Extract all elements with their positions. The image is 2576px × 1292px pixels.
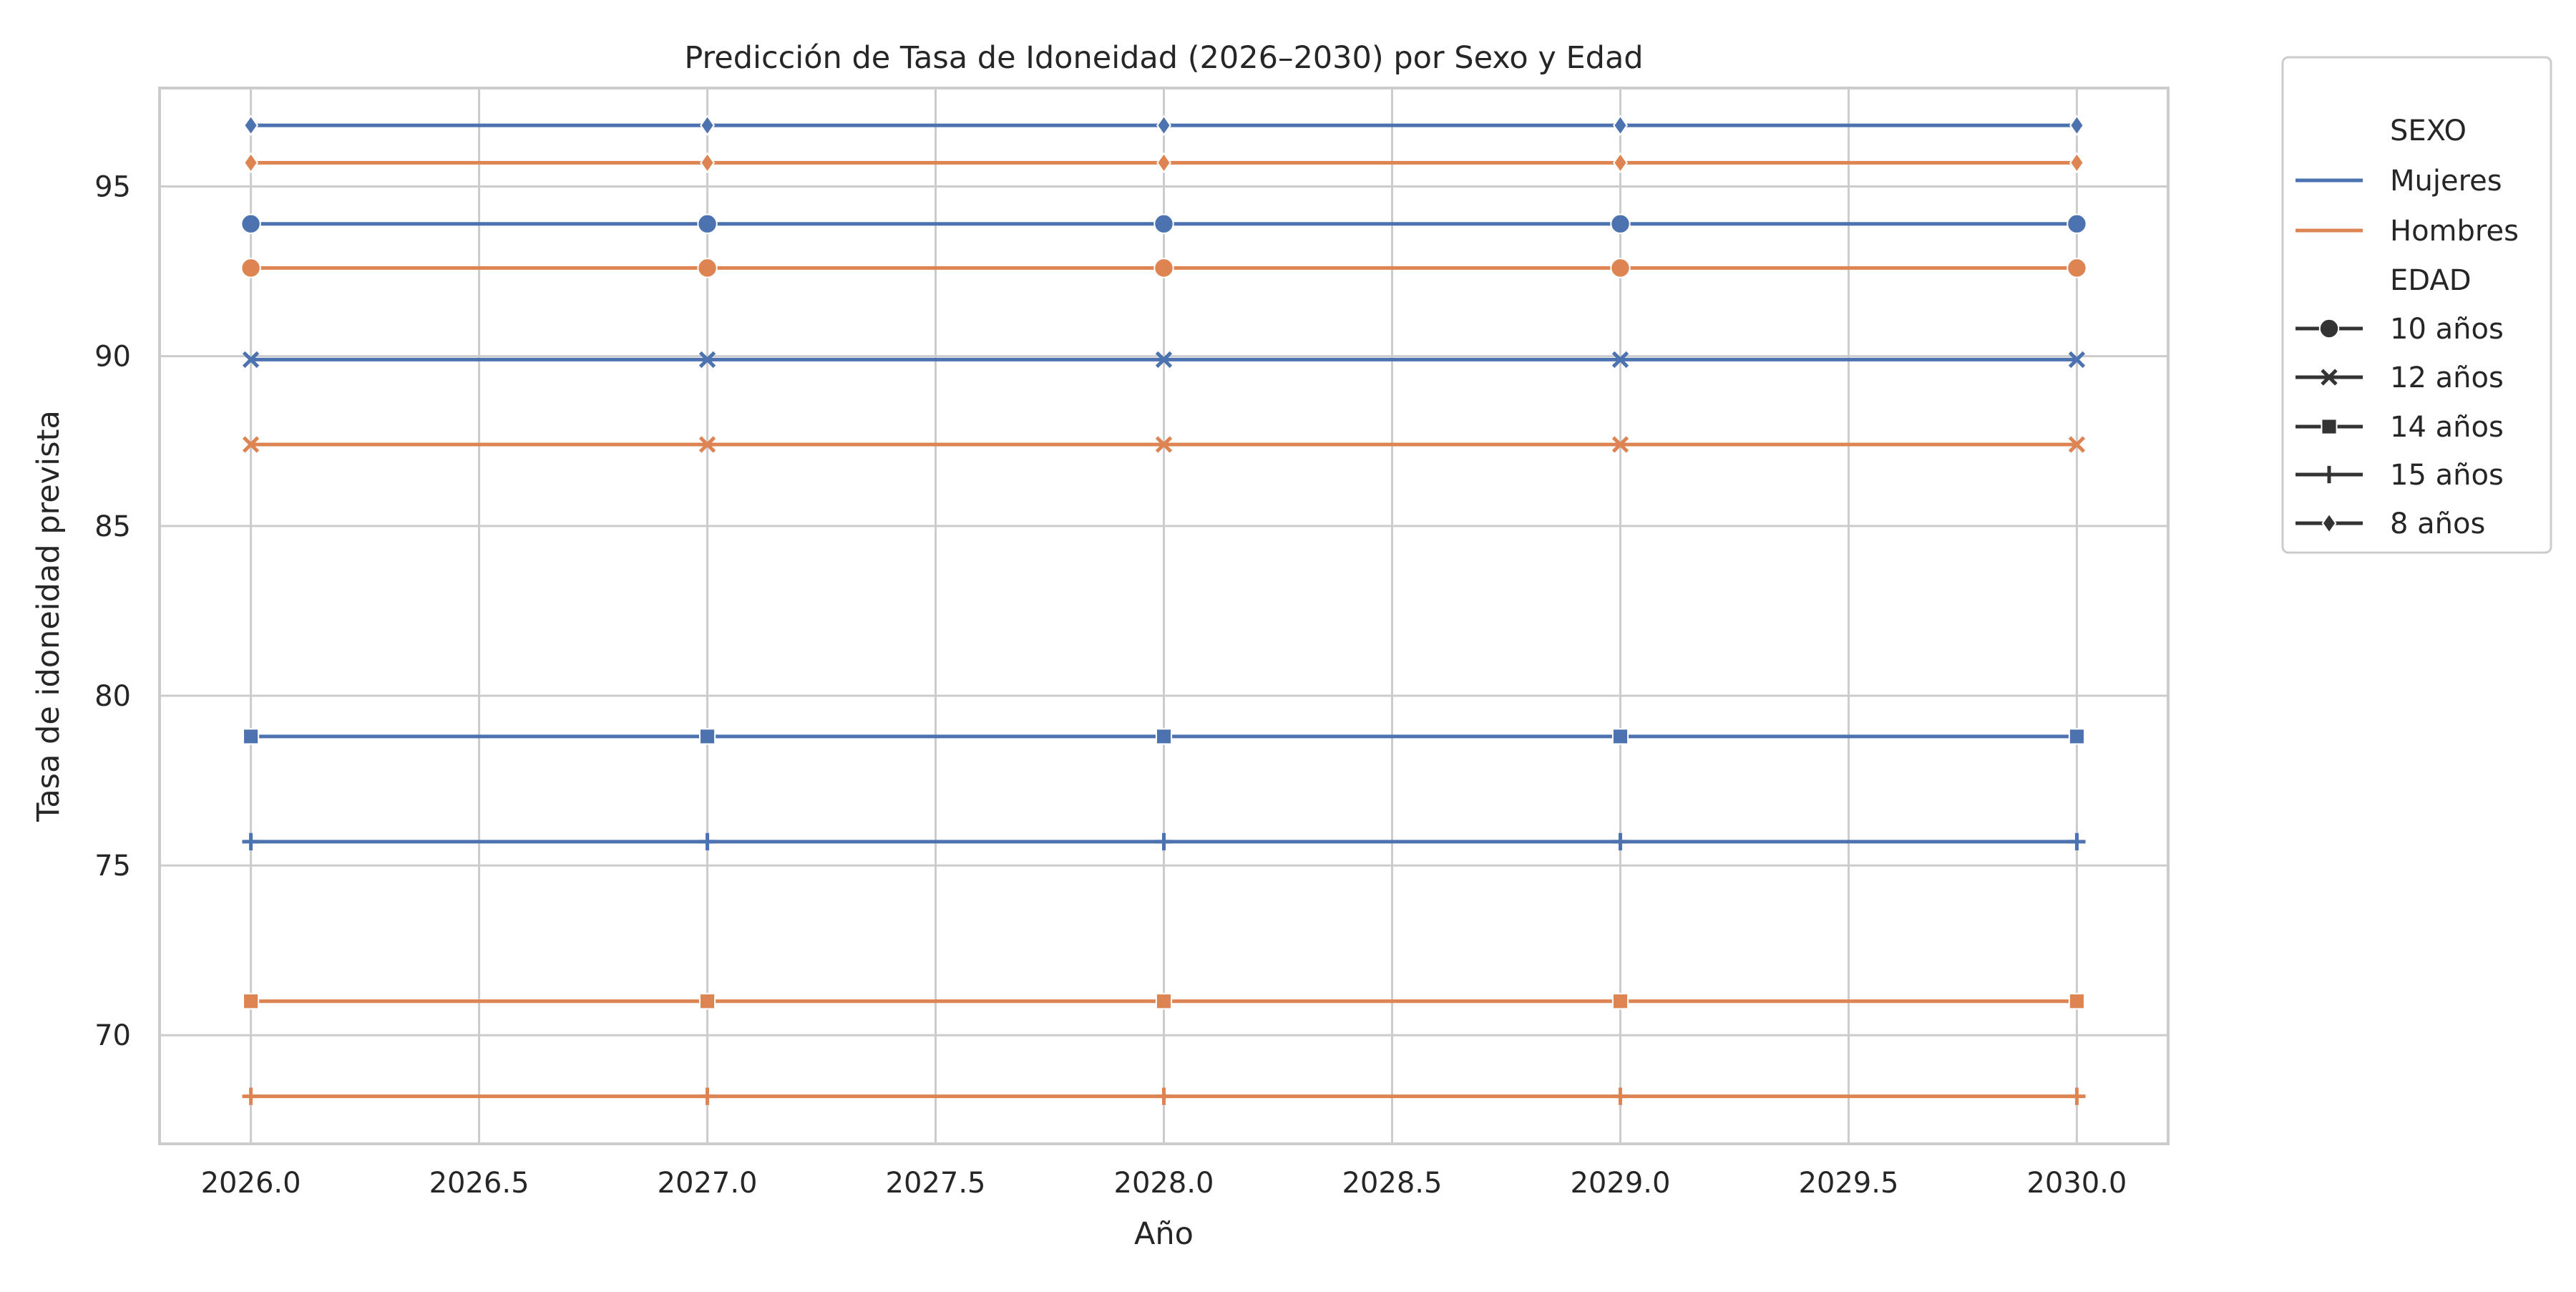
data-point — [2069, 115, 2084, 137]
data-point — [1612, 152, 1628, 174]
data-point — [1155, 832, 1173, 850]
data-point — [1611, 993, 1629, 1010]
x-tick-label: 2030.0 — [2026, 1167, 2127, 1200]
data-point — [2067, 213, 2087, 234]
legend-label: EDAD — [2390, 264, 2472, 297]
data-point — [2068, 993, 2085, 1010]
x-tick-label: 2029.5 — [1798, 1167, 1898, 1200]
legend-label: 15 años — [2390, 459, 2504, 492]
y-tick-label: 95 — [94, 171, 131, 204]
legend-label: 8 años — [2390, 507, 2485, 540]
data-point — [2068, 351, 2086, 369]
data-point — [1611, 1087, 1629, 1105]
data-point — [698, 436, 716, 453]
data-point — [243, 115, 259, 137]
data-point — [2068, 832, 2086, 850]
data-point — [697, 213, 718, 234]
y-tick-label: 80 — [94, 680, 131, 713]
data-point — [700, 152, 716, 174]
x-tick-label: 2026.5 — [429, 1167, 530, 1200]
series-group — [242, 1087, 2086, 1105]
legend-label: Mujeres — [2390, 165, 2502, 198]
data-point — [1611, 351, 1629, 369]
series-group — [242, 351, 2086, 369]
series-group — [243, 115, 2084, 137]
data-point — [243, 152, 259, 174]
series-group — [243, 152, 2084, 174]
data-point — [242, 351, 260, 369]
legend-label: Hombres — [2390, 215, 2519, 248]
data-point — [1155, 1087, 1173, 1105]
series-group — [243, 728, 2085, 745]
data-point — [240, 258, 261, 278]
data-point — [698, 728, 716, 745]
data-point — [242, 1087, 260, 1105]
data-point — [2068, 1087, 2086, 1105]
legend-marker — [2321, 513, 2337, 534]
plot-frame — [158, 87, 2170, 1145]
data-point — [1156, 152, 1171, 174]
data-point — [1156, 115, 1171, 137]
data-point — [698, 832, 716, 850]
legend-marker — [2321, 418, 2338, 435]
legend-label: SEXO — [2390, 115, 2467, 147]
data-point — [698, 993, 716, 1010]
data-point — [242, 832, 260, 850]
data-point — [1611, 436, 1629, 453]
data-point — [243, 993, 260, 1010]
data-point — [700, 115, 716, 137]
x-tick-label: 2027.5 — [886, 1167, 986, 1200]
data-point — [2068, 436, 2086, 453]
x-tick-label: 2026.0 — [201, 1167, 301, 1200]
legend: SEXO Mujeres Hombres EDAD 10 años 12 años 14 a… — [2281, 56, 2552, 554]
legend-marker — [2318, 318, 2340, 339]
y-tick-label: 75 — [94, 850, 131, 883]
data-point — [240, 213, 261, 234]
data-point — [697, 258, 718, 278]
y-tick-label: 90 — [94, 341, 131, 374]
data-point — [1153, 258, 1174, 278]
data-point — [1611, 728, 1629, 745]
series-group — [242, 832, 2086, 850]
x-tick-label: 2028.0 — [1114, 1167, 1214, 1200]
series-group — [242, 436, 2086, 453]
series-group — [240, 258, 2087, 278]
data-point — [1155, 728, 1173, 745]
data-point — [2068, 728, 2085, 745]
x-tick-label: 2029.0 — [1570, 1167, 1670, 1200]
data-point — [243, 728, 260, 745]
y-tick-label: 70 — [94, 1019, 131, 1052]
x-tick-label: 2027.0 — [658, 1167, 758, 1200]
series-group — [243, 993, 2085, 1010]
legend-label: 10 años — [2390, 313, 2504, 346]
data-point — [1612, 115, 1628, 137]
data-point — [2067, 258, 2087, 278]
x-axis-label: Año — [1134, 1216, 1194, 1252]
data-point — [698, 351, 716, 369]
chart-title: Predicción de Tasa de Idoneidad (2026–20… — [684, 40, 1643, 76]
legend-marker — [2320, 465, 2338, 484]
data-point — [1610, 258, 1631, 278]
y-axis-label: Tasa de idoneidad prevista — [31, 410, 67, 822]
tick-labels: 2026.0 2026.5 2027.0 2027.5 2028.0 2028.5 2029… — [94, 171, 2127, 1200]
data-point — [1155, 436, 1173, 453]
legend-label: 14 años — [2390, 411, 2504, 444]
series-group — [240, 213, 2087, 234]
data-point — [1610, 213, 1631, 234]
data-point — [1155, 993, 1173, 1010]
legend-label: 12 años — [2390, 361, 2504, 394]
data-point — [698, 1087, 716, 1105]
series-lines — [240, 115, 2087, 1105]
legend-marker — [2321, 369, 2338, 386]
data-point — [2069, 152, 2084, 174]
x-tick-label: 2028.5 — [1342, 1167, 1442, 1200]
data-point — [242, 436, 260, 453]
data-point — [1611, 832, 1629, 850]
data-point — [1155, 351, 1173, 369]
y-tick-label: 85 — [94, 510, 131, 543]
data-point — [1153, 213, 1174, 234]
